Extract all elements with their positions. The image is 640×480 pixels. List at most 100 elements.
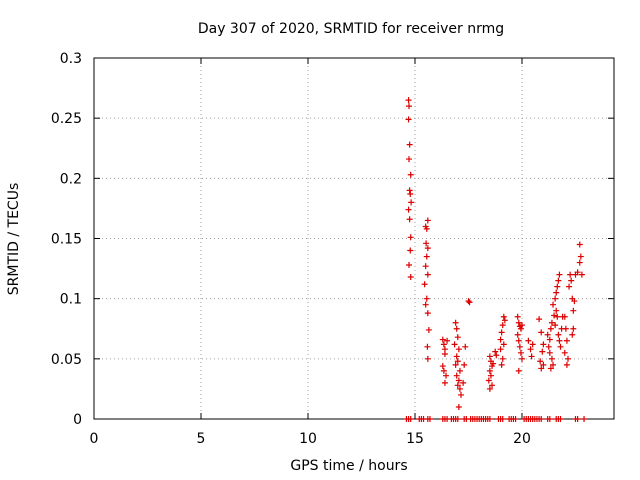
data-point	[568, 277, 575, 284]
data-point	[516, 343, 523, 350]
data-point	[498, 361, 505, 368]
data-point	[546, 416, 553, 422]
data-point	[424, 245, 431, 252]
data-point	[405, 261, 412, 268]
data-point	[566, 283, 573, 290]
data-point	[441, 346, 448, 353]
data-point	[406, 187, 413, 194]
data-point	[546, 336, 553, 343]
data-point	[554, 313, 561, 320]
data-point	[539, 348, 546, 355]
data-point	[561, 349, 568, 356]
data-point	[451, 341, 458, 348]
grid-lines	[94, 58, 614, 419]
data-point	[490, 360, 497, 367]
data-point	[487, 372, 494, 379]
data-point	[497, 336, 504, 343]
data-point	[424, 343, 431, 350]
y-tick-label: 0.3	[60, 51, 82, 67]
data-point	[407, 234, 414, 241]
data-point	[440, 367, 447, 374]
data-point	[439, 363, 446, 370]
data-point	[555, 331, 562, 338]
data-point	[536, 316, 543, 323]
data-point	[444, 337, 451, 344]
data-point	[424, 271, 431, 278]
data-point	[517, 349, 524, 356]
data-point	[407, 171, 414, 178]
data-point	[424, 355, 431, 362]
data-point	[554, 283, 561, 290]
data-point	[407, 247, 414, 254]
x-tick-label: 10	[299, 431, 317, 447]
data-point	[455, 403, 462, 410]
data-point	[574, 269, 581, 276]
data-point	[557, 343, 564, 350]
data-point	[544, 331, 551, 338]
x-axis-label: GPS time / hours	[290, 458, 407, 474]
data-point	[555, 277, 562, 284]
data-point	[538, 416, 545, 422]
data-point	[551, 312, 558, 319]
data-point	[424, 217, 431, 224]
data-point	[515, 337, 522, 344]
data-point	[518, 322, 525, 329]
data-point	[405, 116, 412, 123]
data-point	[453, 325, 460, 332]
data-point	[581, 416, 588, 422]
data-point	[499, 416, 506, 422]
data-point	[567, 271, 574, 278]
data-point	[422, 263, 429, 270]
data-point	[517, 325, 524, 332]
data-point	[500, 341, 507, 348]
data-point	[527, 346, 534, 353]
data-point	[556, 271, 563, 278]
data-point	[518, 355, 525, 362]
data-point	[424, 310, 431, 317]
data-point	[460, 379, 467, 386]
x-tick-label: 0	[90, 431, 99, 447]
data-point	[537, 358, 544, 365]
data-point	[528, 353, 535, 360]
data-point	[462, 343, 469, 350]
data-point	[405, 206, 412, 213]
chart-title: Day 307 of 2020, SRMTID for receiver nrm…	[198, 21, 504, 37]
y-tick-label: 0.1	[60, 292, 82, 308]
data-point	[557, 416, 564, 422]
data-point	[406, 216, 413, 223]
data-point	[540, 361, 547, 368]
data-point	[486, 385, 493, 392]
x-tick-label: 15	[406, 431, 424, 447]
data-point	[546, 349, 553, 356]
data-point	[569, 331, 576, 338]
data-point	[538, 365, 545, 372]
data-point	[443, 372, 450, 379]
data-point	[550, 301, 557, 308]
data-point	[577, 253, 584, 260]
data-point	[461, 361, 468, 368]
data-point	[407, 274, 414, 281]
data-point	[563, 361, 570, 368]
data-point	[407, 416, 414, 422]
data-point	[486, 367, 493, 374]
data-point	[452, 319, 459, 326]
data-point	[421, 281, 428, 288]
data-point	[563, 337, 570, 344]
data-point	[454, 358, 461, 365]
data-point	[492, 348, 499, 355]
data-point	[499, 355, 506, 362]
axis-ticks: 0 0.05 0.1 0.15 0.2 0.25 0.3 0 5 10 15 20	[51, 51, 614, 447]
data-point	[426, 416, 433, 422]
data-point	[423, 240, 430, 247]
x-tick-label: 5	[197, 431, 206, 447]
data-point	[578, 271, 585, 278]
data-point	[486, 416, 493, 422]
y-axis-label: SRMTID / TECUs	[6, 183, 22, 296]
data-point	[406, 141, 413, 148]
data-point	[423, 295, 430, 302]
data-point	[576, 259, 583, 266]
data-point	[525, 337, 532, 344]
data-point	[515, 319, 522, 326]
data-point	[540, 341, 547, 348]
data-point	[570, 307, 577, 314]
